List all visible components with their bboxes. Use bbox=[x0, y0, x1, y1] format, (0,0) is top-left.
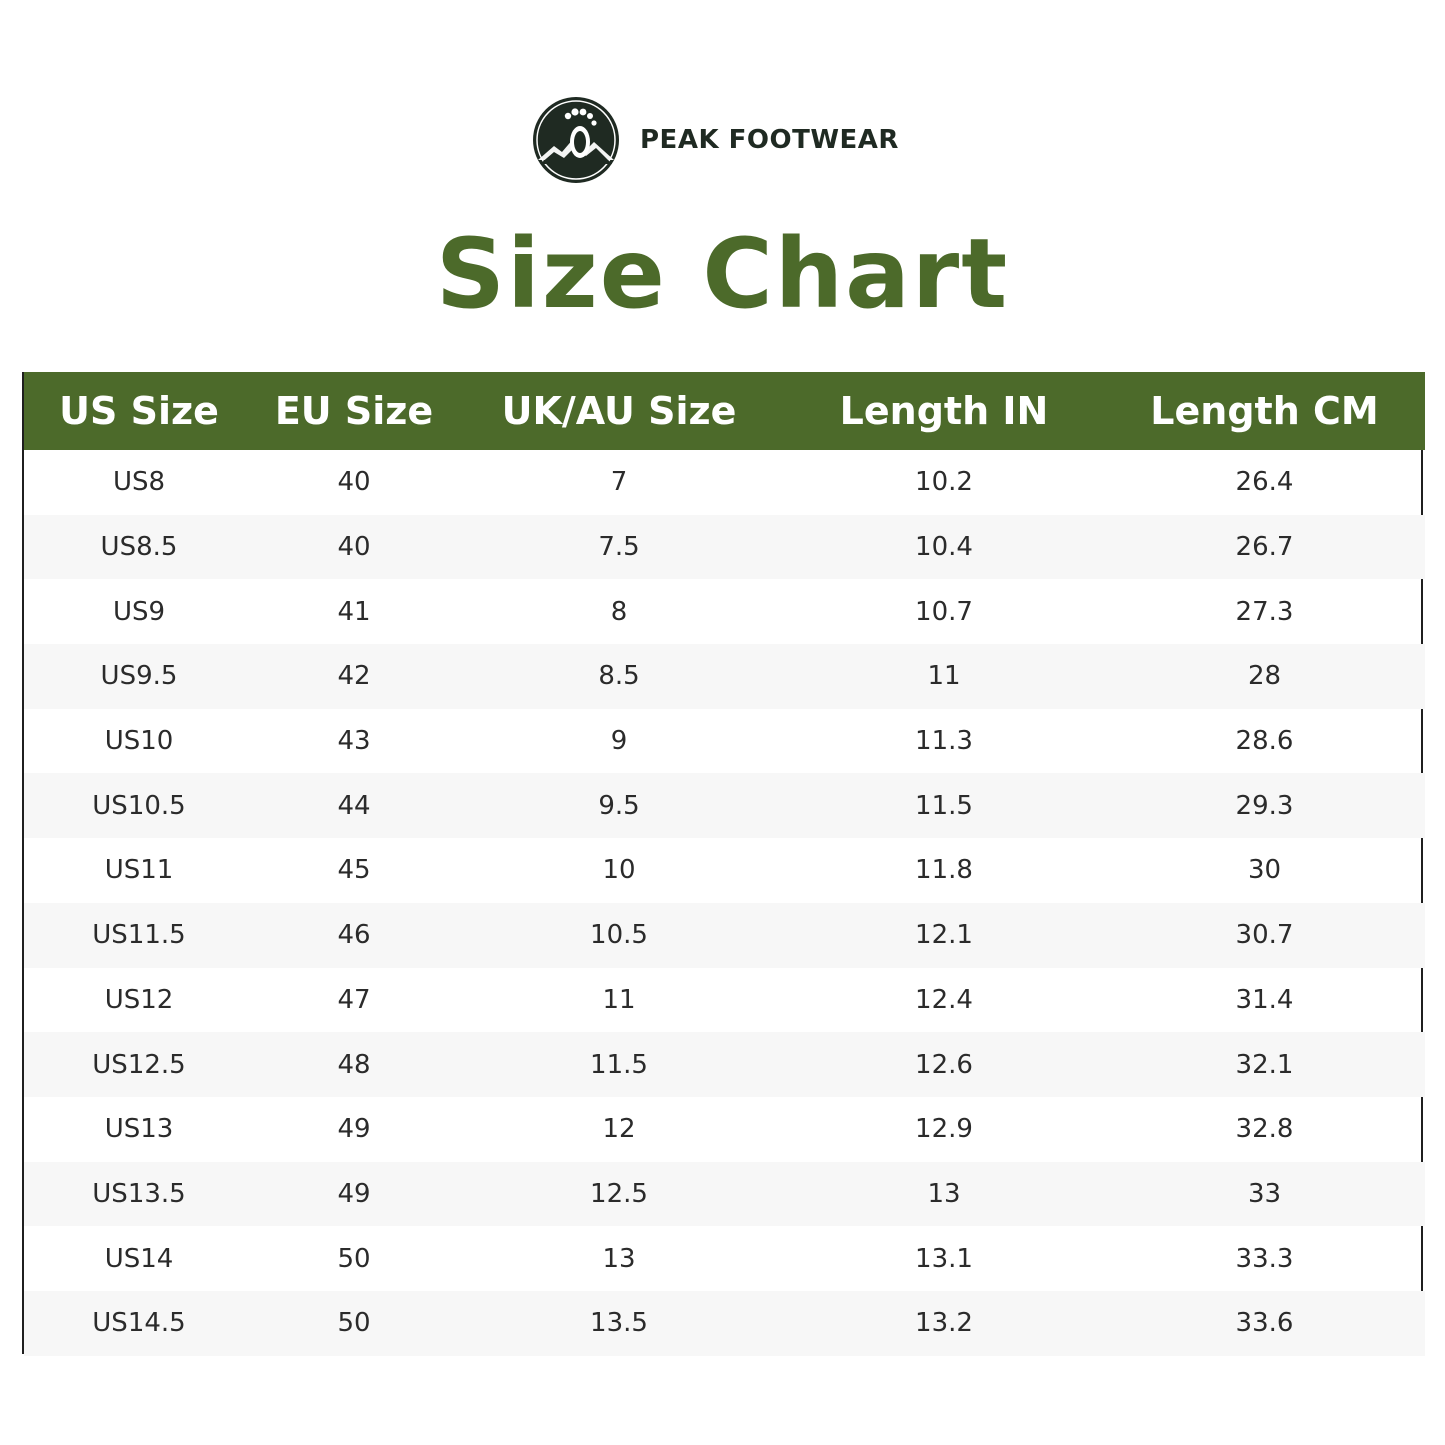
length-cm-cell: 28 bbox=[1247, 661, 1282, 692]
uk-au-size-cell: 10 bbox=[602, 855, 636, 886]
table-row: US12.5 48 11.5 12.6 32.1 bbox=[24, 1032, 1425, 1097]
eu-size-cell: 40 bbox=[337, 467, 371, 498]
length-cm-cell: 27.3 bbox=[1235, 596, 1294, 627]
size-chart-table: US Size EU Size UK/AU Size Length IN Len… bbox=[24, 372, 1425, 1356]
eu-size-cell: 41 bbox=[337, 596, 371, 627]
us-size-cell: US12.5 bbox=[92, 1049, 186, 1080]
eu-size-cell: 45 bbox=[337, 855, 371, 886]
uk-au-size-cell: 12.5 bbox=[590, 1178, 648, 1209]
length-in-cell: 10.7 bbox=[915, 596, 973, 627]
us-size-cell: US14 bbox=[104, 1243, 174, 1274]
table-header: US Size EU Size UK/AU Size Length IN Len… bbox=[24, 372, 1425, 450]
uk-au-size-cell: 8.5 bbox=[598, 661, 640, 692]
table-row: US13 49 12 12.9 32.8 bbox=[24, 1097, 1425, 1162]
table-row: US11.5 46 10.5 12.1 30.7 bbox=[24, 902, 1425, 968]
us-size-cell: US9 bbox=[112, 596, 166, 627]
length-cm-cell: 33.6 bbox=[1235, 1308, 1294, 1339]
table-row: US8.5 40 7.5 10.4 26.7 bbox=[24, 514, 1425, 580]
eu-size-cell: 50 bbox=[337, 1243, 371, 1274]
length-in-cell: 13.2 bbox=[915, 1308, 973, 1339]
us-size-cell: US12 bbox=[104, 984, 174, 1015]
us-size-cell: US11 bbox=[104, 855, 174, 886]
us-size-cell: US9.5 bbox=[100, 661, 178, 692]
length-cm-cell: 29.3 bbox=[1235, 790, 1294, 821]
table-row: US9.5 42 8.5 11 28 bbox=[24, 644, 1425, 709]
length-cm-cell: 26.7 bbox=[1235, 532, 1294, 563]
table-row: US14.5 50 13.5 13.2 33.6 bbox=[24, 1290, 1425, 1356]
table-row: US14 50 13 13.1 33.3 bbox=[24, 1226, 1425, 1291]
us-size-cell: US10 bbox=[104, 726, 174, 757]
length-in-cell: 13 bbox=[927, 1178, 961, 1209]
table-row: US12 47 11 12.4 31.4 bbox=[24, 968, 1425, 1033]
brand-name: PEAK FOOTWEAR bbox=[640, 125, 899, 155]
length-cm-cell: 32.8 bbox=[1235, 1114, 1294, 1145]
table-row: US10 43 9 11.3 28.6 bbox=[24, 709, 1425, 774]
header-length-cm: Length CM bbox=[1150, 389, 1379, 433]
eu-size-cell: 40 bbox=[337, 532, 371, 563]
length-in-cell: 13.1 bbox=[915, 1243, 973, 1274]
eu-size-cell: 49 bbox=[337, 1178, 371, 1209]
us-size-cell: US8.5 bbox=[100, 532, 178, 563]
length-in-cell: 11.5 bbox=[915, 790, 973, 821]
eu-size-cell: 49 bbox=[337, 1114, 371, 1145]
us-size-cell: US10.5 bbox=[92, 790, 186, 821]
uk-au-size-cell: 9 bbox=[610, 726, 628, 757]
table-row: US13.5 49 12.5 13 33 bbox=[24, 1161, 1425, 1227]
footprint-mountain-logo-icon bbox=[533, 97, 619, 183]
page-title: Size Chart bbox=[435, 218, 1010, 330]
length-in-cell: 12.9 bbox=[915, 1114, 973, 1145]
uk-au-size-cell: 7 bbox=[610, 467, 628, 498]
table-row: US9 41 8 10.7 27.3 bbox=[24, 579, 1425, 644]
length-in-cell: 12.6 bbox=[915, 1049, 973, 1080]
length-in-cell: 11.3 bbox=[915, 726, 973, 757]
length-cm-cell: 33.3 bbox=[1235, 1243, 1294, 1274]
uk-au-size-cell: 8 bbox=[610, 596, 628, 627]
uk-au-size-cell: 9.5 bbox=[598, 790, 640, 821]
table-body: US8 40 7 10.2 26.4 US8.5 40 7.5 10.4 26.7 US9 41 8 10… bbox=[24, 450, 1425, 1356]
uk-au-size-cell: 13.5 bbox=[590, 1308, 648, 1339]
length-in-cell: 12.1 bbox=[915, 920, 973, 951]
eu-size-cell: 43 bbox=[337, 726, 371, 757]
length-cm-cell: 32.1 bbox=[1235, 1049, 1294, 1080]
eu-size-cell: 48 bbox=[337, 1049, 371, 1080]
size-chart-table-container: US Size EU Size UK/AU Size Length IN Len… bbox=[22, 372, 1425, 1356]
table-header-row: US Size EU Size UK/AU Size Length IN Len… bbox=[24, 372, 1425, 450]
uk-au-size-cell: 11.5 bbox=[590, 1049, 648, 1080]
length-cm-cell: 33 bbox=[1247, 1178, 1282, 1209]
uk-au-size-cell: 12 bbox=[602, 1114, 636, 1145]
us-size-cell: US13.5 bbox=[92, 1178, 186, 1209]
uk-au-size-cell: 10.5 bbox=[590, 920, 648, 951]
uk-au-size-cell: 13 bbox=[602, 1243, 636, 1274]
length-in-cell: 12.4 bbox=[915, 984, 973, 1015]
table-row: US8 40 7 10.2 26.4 bbox=[24, 450, 1425, 515]
length-cm-cell: 28.6 bbox=[1235, 726, 1294, 757]
length-cm-cell: 31.4 bbox=[1235, 984, 1294, 1015]
us-size-cell: US14.5 bbox=[92, 1308, 186, 1339]
header-uk-au-size: UK/AU Size bbox=[501, 389, 737, 433]
uk-au-size-cell: 11 bbox=[602, 984, 636, 1015]
header-length-in: Length IN bbox=[839, 389, 1049, 433]
us-size-cell: US11.5 bbox=[92, 920, 186, 951]
eu-size-cell: 42 bbox=[337, 661, 371, 692]
eu-size-cell: 44 bbox=[337, 790, 371, 821]
length-cm-cell: 30 bbox=[1247, 855, 1282, 886]
length-cm-cell: 30.7 bbox=[1235, 920, 1294, 951]
length-in-cell: 10.4 bbox=[915, 532, 973, 563]
uk-au-size-cell: 7.5 bbox=[598, 532, 640, 563]
us-size-cell: US13 bbox=[104, 1114, 174, 1145]
header-eu-size: EU Size bbox=[274, 389, 434, 433]
length-in-cell: 11 bbox=[927, 661, 961, 692]
header-us-size: US Size bbox=[59, 389, 219, 433]
table-row: US10.5 44 9.5 11.5 29.3 bbox=[24, 773, 1425, 839]
brand-header: PEAK FOOTWEAR bbox=[530, 94, 899, 186]
eu-size-cell: 47 bbox=[337, 984, 371, 1015]
length-in-cell: 10.2 bbox=[915, 467, 973, 498]
length-in-cell: 11.8 bbox=[915, 855, 973, 886]
eu-size-cell: 46 bbox=[337, 920, 371, 951]
length-cm-cell: 26.4 bbox=[1235, 467, 1294, 498]
table-row: US11 45 10 11.8 30 bbox=[24, 838, 1425, 903]
eu-size-cell: 50 bbox=[337, 1308, 371, 1339]
us-size-cell: US8 bbox=[112, 467, 166, 498]
